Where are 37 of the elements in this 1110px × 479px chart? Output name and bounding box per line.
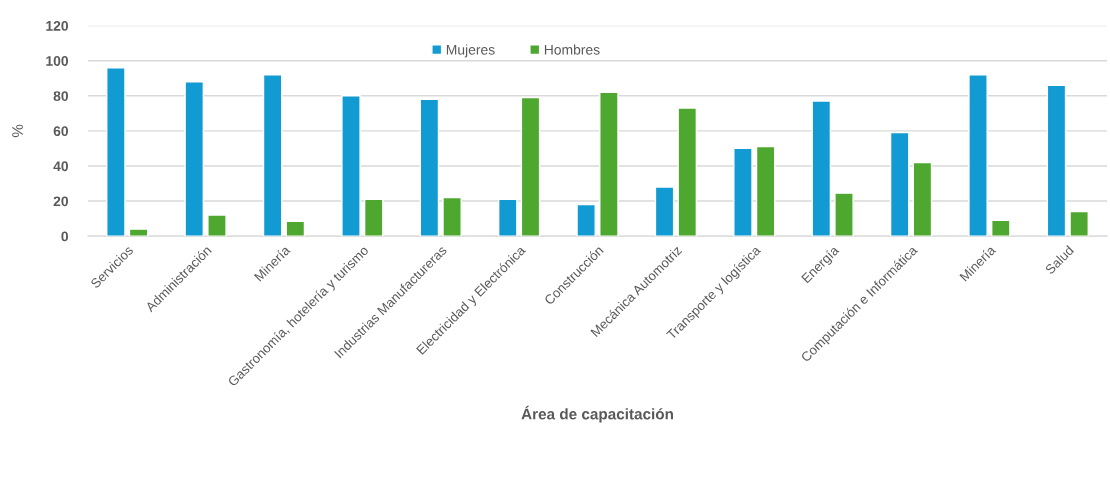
bar: [363, 198, 384, 237]
bar: [912, 161, 933, 237]
bar: [520, 96, 541, 237]
y-tick-label: 80: [53, 91, 69, 101]
bar: [968, 74, 988, 237]
bar: [1046, 84, 1067, 237]
y-axis-title: %: [12, 124, 23, 138]
bar: [128, 228, 149, 237]
y-tick-label: 40: [53, 161, 69, 172]
bar: [442, 196, 462, 237]
bar: [262, 74, 283, 237]
bar: [106, 67, 126, 237]
bar: [341, 95, 361, 237]
y-tick-label: 60: [53, 126, 69, 137]
bar: [285, 220, 306, 237]
legend-label: Hombres: [544, 44, 600, 55]
bar: [834, 192, 854, 237]
bar: [419, 98, 440, 237]
bar: [654, 186, 675, 237]
bar: [184, 81, 205, 237]
bar: [733, 147, 753, 237]
bar: [889, 131, 910, 237]
y-tick-label: 100: [46, 56, 69, 66]
bar: [1069, 210, 1089, 237]
bar: [991, 219, 1011, 237]
bar: [677, 107, 698, 237]
bar: [599, 91, 619, 237]
y-tick-label: 0: [61, 231, 69, 242]
bar: [576, 203, 596, 237]
legend-label: Mujeres: [446, 44, 495, 58]
bar: [755, 145, 776, 237]
bar: [811, 100, 832, 237]
x-axis-title: Área de capacitación: [521, 405, 673, 423]
bar: [497, 198, 518, 237]
y-tick-label: 20: [53, 196, 69, 207]
y-tick-label: 120: [46, 20, 69, 31]
bar: [207, 214, 227, 237]
